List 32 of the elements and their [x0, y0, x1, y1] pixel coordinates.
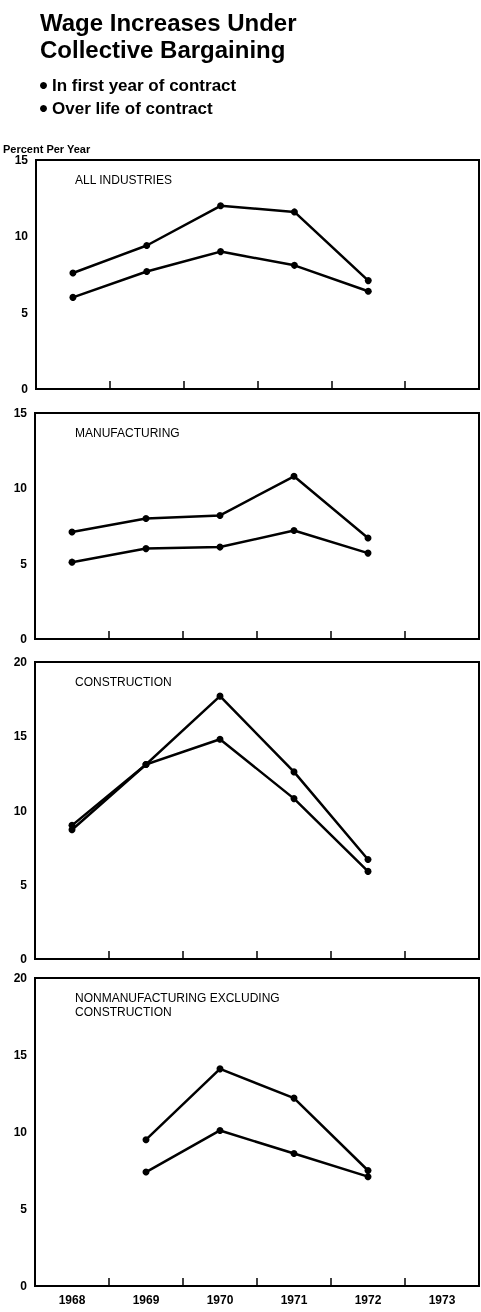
x-tick-label: 1972 [354, 1293, 382, 1307]
y-tick-label: 5 [20, 1202, 28, 1216]
y-tick-label: 15 [13, 729, 28, 744]
legend-label: Over life of contract [52, 99, 213, 118]
text: CONSTRUCTION [75, 675, 172, 689]
y-tick-label: 5 [21, 305, 29, 320]
text: ALL INDUSTRIES [75, 173, 172, 187]
y-tick-label: 20 [13, 971, 28, 985]
y-tick-label: 5 [20, 877, 28, 892]
y-tick-label: 20 [13, 655, 28, 669]
y-tick-label: 0 [20, 1279, 28, 1293]
y-tick-label: 15 [13, 406, 28, 420]
y-tick-label: 10 [13, 1125, 28, 1139]
y-tick-label: 0 [21, 382, 29, 396]
y-tick-label: 15 [14, 153, 29, 167]
y-tick-label: 15 [13, 1048, 28, 1062]
y-axis-title: Percent Per Year [3, 142, 91, 155]
legend-label: In first year of contract [52, 76, 237, 95]
y-tick-label: 0 [20, 952, 28, 966]
x-tick-label: 1968 [58, 1293, 86, 1307]
x-tick-label: 1969 [132, 1293, 160, 1307]
y-tick-label: 5 [20, 556, 28, 571]
chart-title: Wage Increases Under Collective Bargaining [40, 9, 304, 63]
y-tick-label: 10 [14, 229, 29, 244]
y-tick-label: 0 [20, 632, 28, 646]
x-tick-label: 1973 [428, 1293, 456, 1307]
text: MANUFACTURING [75, 426, 180, 440]
y-tick-label: 10 [13, 803, 28, 818]
x-tick-label: 1970 [206, 1293, 234, 1307]
text: NONMANUFACTURING EXCLUDING CONSTRUCTION [75, 991, 284, 1019]
y-tick-label: 10 [13, 481, 28, 496]
x-tick-label: 1971 [280, 1293, 308, 1307]
